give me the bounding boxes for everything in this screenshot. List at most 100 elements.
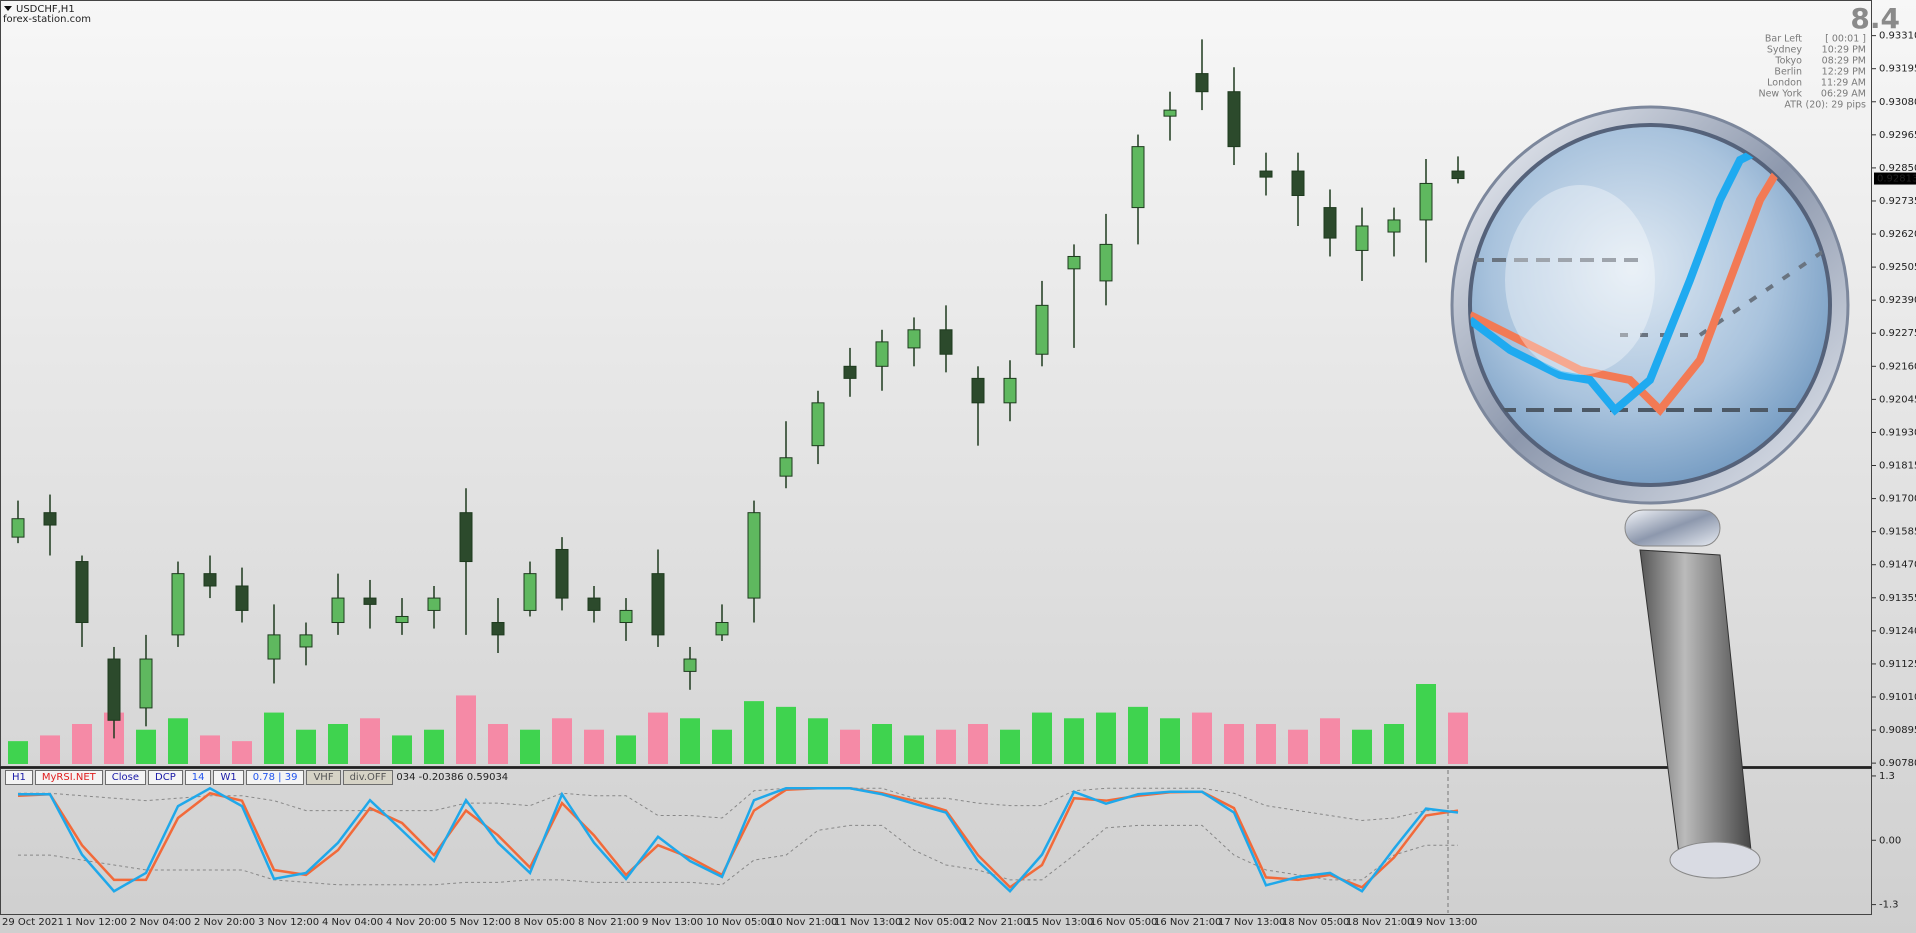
x-tick-label: 2 Nov 04:00 [130, 917, 191, 928]
y-tick-label: 0.92505 [1879, 262, 1916, 273]
levels-button[interactable]: 0.78 | 39 [245, 770, 305, 785]
indicator-toolbar: H1 MyRSI.NET Close DCP 14 W1 0.78 | 39 V… [5, 770, 508, 785]
candle-body [971, 377, 985, 404]
last-price-label: 0.92813 [1877, 174, 1916, 185]
x-tick-label: 4 Nov 20:00 [386, 917, 447, 928]
candle-body [1099, 243, 1113, 282]
volume-bar [1320, 718, 1340, 764]
candle-body [363, 597, 377, 605]
volume-bar [232, 741, 252, 764]
price-button[interactable]: Close [104, 770, 147, 785]
y-tick-label: 0.92965 [1879, 130, 1916, 141]
candle-body [523, 573, 537, 611]
info-panel: 8.4 Bar Left [ 00:01 ] Sydney 10:29 PM Tokyo… [1758, 2, 1900, 111]
spread-value: 8.4 [1850, 2, 1900, 35]
y-tick-label: 0.92275 [1879, 328, 1916, 339]
x-tick-label: 18 Nov 05:00 [1282, 917, 1349, 928]
candle-body [1387, 219, 1401, 233]
x-tick-label: 10 Nov 21:00 [770, 917, 837, 928]
y-tick-label: 0.91125 [1879, 659, 1916, 670]
volume-bar [744, 701, 764, 764]
x-tick-label: 3 Nov 12:00 [258, 917, 319, 928]
candle-body [907, 329, 921, 349]
candle-body [459, 512, 473, 563]
volume-bar [1096, 712, 1116, 764]
volume-bar [1000, 729, 1020, 764]
timeframe-button[interactable]: H1 [5, 770, 33, 785]
candle-body [1419, 182, 1433, 221]
candle-body [555, 548, 569, 599]
y-tick-label: 0.00 [1879, 835, 1901, 846]
candle-body [395, 615, 409, 624]
volume-bar [168, 718, 188, 764]
last-price-box [1874, 172, 1916, 185]
y-tick-label: 0.90780 [1879, 758, 1916, 769]
higher-timeframe-button[interactable]: W1 [213, 770, 244, 785]
x-tick-label: 17 Nov 13:00 [1218, 917, 1285, 928]
volume-bar [200, 735, 220, 764]
x-tick-label: 2 Nov 20:00 [194, 917, 255, 928]
x-tick-label: 19 Nov 13:00 [1410, 917, 1477, 928]
candle-body [171, 573, 185, 636]
candle-body [491, 622, 505, 636]
info-label: New York [1758, 89, 1802, 100]
candle-body [1323, 207, 1337, 239]
candle-body [75, 561, 89, 624]
candle-body [1035, 304, 1049, 355]
volume-bar [1224, 724, 1244, 764]
volume-bar [1384, 724, 1404, 764]
x-tick-label: 12 Nov 05:00 [898, 917, 965, 928]
candle-body [1259, 170, 1273, 178]
x-tick-label: 15 Nov 13:00 [1026, 917, 1093, 928]
volume-bar [264, 712, 284, 764]
y-tick-label: 0.92735 [1879, 196, 1916, 207]
volume-bar [1256, 724, 1276, 764]
x-tick-label: 16 Nov 21:00 [1154, 917, 1221, 928]
volume-bar [1128, 706, 1148, 764]
atr-label: ATR (20): 29 pips [1784, 100, 1866, 111]
x-tick-label: 8 Nov 21:00 [578, 917, 639, 928]
candle-body [235, 585, 249, 611]
volume-bar [296, 729, 316, 764]
volume-bar [1160, 718, 1180, 764]
volume-bar [72, 724, 92, 764]
vhf-button[interactable]: VHF [306, 770, 341, 785]
y-tick-label: 0.91585 [1879, 527, 1916, 538]
period-button[interactable]: 14 [184, 770, 212, 785]
magnifier-illustration [1450, 105, 1850, 879]
mode-button[interactable]: DCP [148, 770, 183, 785]
candle-body [651, 573, 665, 636]
candle-body [1355, 225, 1369, 251]
candle-body [1227, 91, 1241, 148]
divergence-button[interactable]: div.OFF [342, 770, 394, 785]
volume-bar [1448, 712, 1468, 764]
volume-bar [1416, 684, 1436, 764]
candle-body [843, 365, 857, 379]
candle-body [1291, 170, 1305, 197]
x-tick-label: 9 Nov 13:00 [642, 917, 703, 928]
volume-bar [904, 735, 924, 764]
candle-body [1131, 146, 1145, 209]
candle-body [107, 658, 121, 721]
volume-bar [1192, 712, 1212, 764]
source: forex-station.com [3, 14, 91, 25]
indicator-name-button[interactable]: MyRSI.NET [34, 770, 103, 785]
volume-bar [1352, 729, 1372, 764]
candle-body [619, 609, 633, 624]
candle-body [1067, 255, 1081, 270]
volume-bar [712, 729, 732, 764]
volume-bar [392, 735, 412, 764]
volume-bar [808, 718, 828, 764]
x-tick-label: 4 Nov 04:00 [322, 917, 383, 928]
info-label: Bar Left [1765, 34, 1802, 45]
volume-bar [616, 735, 636, 764]
candle-body [11, 518, 25, 538]
candle-body [1195, 73, 1209, 93]
candle-body [587, 597, 601, 611]
